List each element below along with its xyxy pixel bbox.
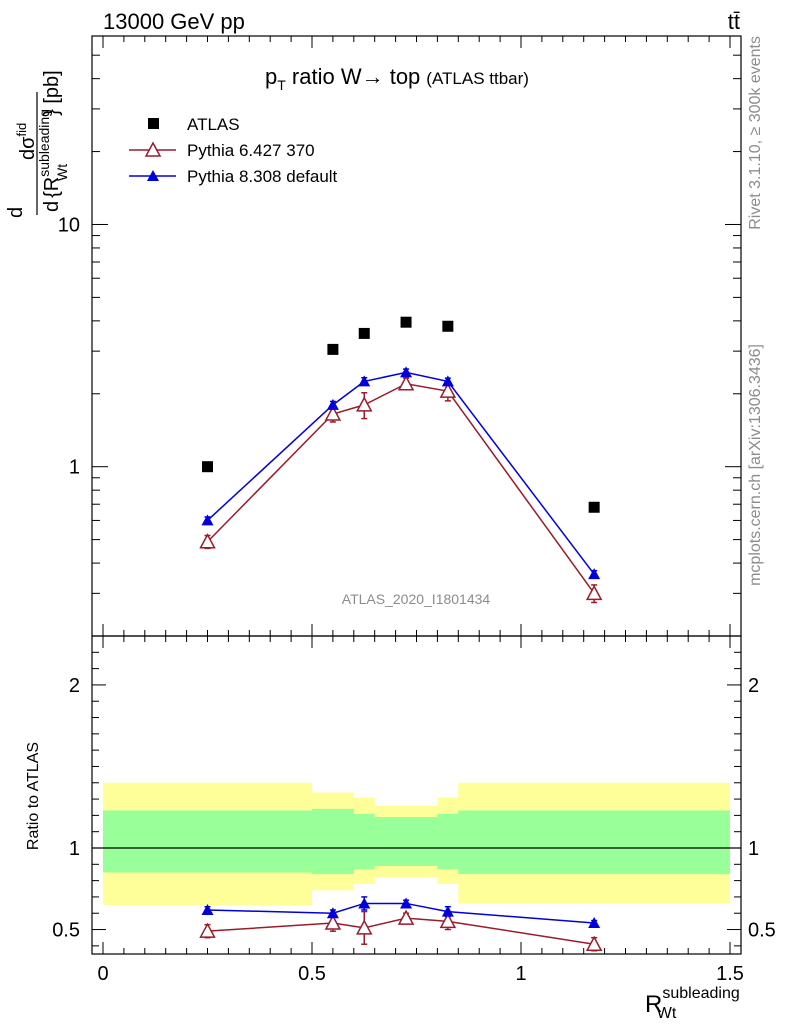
legend-marker-atlas (148, 118, 159, 129)
pythia8-point (201, 514, 214, 526)
svg-text:dσfid: dσfid (14, 123, 39, 160)
pythia6-point (355, 396, 373, 412)
svg-text:d: d (5, 207, 27, 218)
ratio-pythia6-point (397, 909, 415, 925)
x-tick-label: 0 (97, 963, 108, 985)
mcplots-label: mcplots.cern.ch [arXiv:1306.3436] (747, 344, 764, 586)
ratio-pythia8-line (207, 902, 595, 924)
legend: ATLAS Pythia 6.427 370 Pythia 8.308 defa… (129, 115, 338, 186)
ratio-y-tick-label: 2 (69, 675, 80, 697)
atlas-point (400, 316, 412, 328)
atlas-point (202, 461, 213, 473)
rivet-label: Rivet 3.1.10, ≥ 300k events (747, 36, 764, 230)
pythia8-point (441, 375, 454, 387)
ratio-pythia6-point (199, 922, 216, 938)
x-tick-label: 1 (515, 963, 526, 985)
ratio-y-tick-label: 1 (69, 838, 80, 860)
ratio-pythia8-point (588, 917, 601, 929)
ratio-band-inner (103, 808, 730, 875)
ratio-pythia8-point (326, 907, 339, 919)
y-axis-label: d dσfid d{Rsubleading Wt} [pb] (5, 70, 70, 218)
pythia6-line (206, 382, 595, 594)
ratio-pythia6-line (207, 917, 595, 945)
x-tick-label: 0.5 (298, 963, 326, 985)
ratio-pythia6-point (439, 912, 457, 929)
ratio-y-tick-label-right: 1 (748, 838, 759, 860)
chart-title: pT ratio W→ top (ATLAS ttbar) (265, 64, 529, 93)
main-data-layer (199, 316, 603, 604)
pythia6-point (324, 405, 342, 421)
legend-label-pythia6: Pythia 6.427 370 (187, 141, 315, 160)
atlas-point (358, 327, 370, 339)
header-left: 13000 GeV pp (103, 9, 245, 34)
analysis-watermark: ATLAS_2020_I1801434 (342, 591, 491, 607)
pythia6-point (585, 584, 603, 601)
y-tick-label: 1 (69, 457, 80, 479)
atlas-point (442, 320, 454, 332)
pythia6-point (439, 382, 457, 398)
ratio-pythia8-point (400, 897, 413, 909)
ratio-data-layer (199, 896, 603, 952)
axis-ticks: 0 0.5 1 1.5 1 10 0.5 0.5 1 1 2 2 (52, 35, 776, 985)
ratio-pythia6-point (324, 914, 342, 930)
ratio-pythia6-point (355, 919, 373, 935)
pythia8-point (400, 366, 413, 378)
ratio-y-axis-label: Ratio to ATLAS (25, 742, 42, 850)
atlas-point (588, 501, 600, 513)
header-right: tt̄ (728, 9, 740, 34)
ratio-pythia6-point (585, 935, 603, 951)
legend-marker-pythia8 (147, 170, 159, 181)
legend-marker-pythia6 (144, 141, 162, 157)
pythia8-point (326, 398, 339, 410)
ratio-pythia8-point (201, 903, 214, 915)
pythia6-point (199, 533, 216, 549)
ratio-bands (92, 782, 741, 906)
x-axis-label: Rsubleading Wt (645, 985, 740, 1022)
ratio-y-tick-label-right: 0.5 (748, 920, 776, 942)
ratio-pythia8-point (441, 905, 454, 917)
pythia8-line (206, 371, 595, 575)
pythia8-point (588, 568, 601, 580)
ratio-pythia8-point (358, 897, 371, 909)
legend-label-pythia8: Pythia 8.308 default (187, 167, 338, 186)
atlas-point (327, 343, 339, 355)
legend-label-atlas: ATLAS (187, 115, 240, 134)
pythia8-point (358, 375, 371, 387)
ratio-y-tick-label-right: 2 (748, 675, 759, 697)
pythia6-point (397, 375, 415, 391)
y-tick-label: 10 (58, 214, 80, 236)
ratio-y-tick-label: 0.5 (52, 920, 80, 942)
x-tick-label: 1.5 (716, 963, 744, 985)
